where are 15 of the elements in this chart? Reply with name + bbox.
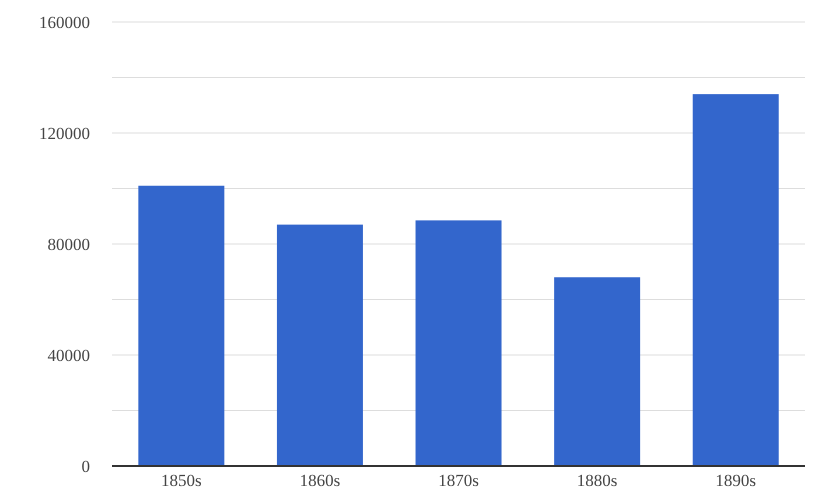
y-tick-label: 40000 [48, 346, 90, 366]
y-tick-label: 160000 [39, 13, 90, 32]
x-tick-label: 1880s [576, 471, 618, 490]
bar [138, 186, 224, 466]
bar [276, 224, 363, 466]
x-tick-label: 1860s [300, 471, 340, 490]
y-tick-label: 0 [82, 457, 90, 476]
bar [692, 94, 779, 466]
bar [554, 277, 640, 466]
x-tick-label: 1870s [438, 471, 479, 490]
x-tick-label: 1890s [715, 471, 756, 490]
y-tick-label: 80000 [48, 235, 90, 254]
bar [416, 220, 502, 466]
y-tick-label: 120000 [39, 124, 90, 144]
x-tick-label: 1850s [160, 471, 202, 490]
